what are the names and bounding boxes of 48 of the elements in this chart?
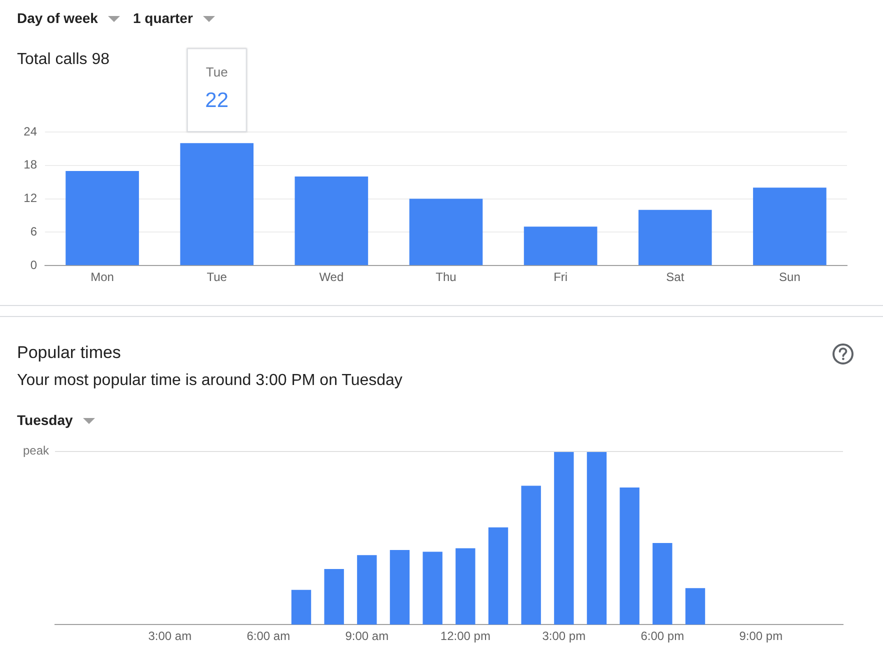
text: Tuesday — [17, 412, 73, 428]
x-tick-label: 6:00 pm — [640, 629, 684, 644]
chart-title: Total calls 98 — [17, 51, 110, 69]
bar — [409, 198, 483, 266]
x-tick-label: 9:00 pm — [739, 629, 783, 644]
x-tick-label: 3:00 pm — [542, 629, 586, 644]
x-tick-label: Sun — [779, 270, 800, 284]
bar — [66, 170, 139, 266]
annotation: 22 — [205, 88, 229, 112]
bar — [685, 588, 706, 625]
bar — [753, 188, 826, 266]
y-tick-label: 0 — [30, 258, 38, 272]
bar — [620, 487, 640, 625]
bar — [554, 451, 574, 625]
y-tick-label: 18 — [24, 158, 38, 172]
bar — [456, 548, 476, 625]
ref-line-label: peak — [22, 443, 50, 458]
bar — [357, 555, 377, 625]
x-tick-label: 12:00 pm — [440, 629, 490, 644]
bar — [521, 486, 541, 625]
x-tick-label: Mon — [90, 270, 114, 284]
bar — [422, 552, 442, 625]
bar — [652, 543, 672, 625]
bar — [324, 569, 344, 625]
x-tick-label: 3:00 am — [148, 629, 192, 644]
bar — [638, 210, 712, 266]
y-tick-label: 6 — [30, 224, 38, 239]
y-tick-label: 24 — [24, 124, 38, 138]
text: Day of week — [17, 10, 98, 26]
chart-title: Popular times — [17, 343, 121, 363]
bar — [524, 226, 598, 266]
x-tick-label: Sat — [666, 270, 685, 284]
text: 1 quarter — [133, 10, 193, 26]
x-tick-label: 9:00 am — [345, 629, 389, 644]
x-tick-label: 6:00 am — [246, 629, 290, 644]
x-tick-label: Tue — [206, 270, 228, 284]
x-tick-label: Thu — [436, 270, 456, 284]
y-tick-label: 12 — [24, 191, 38, 206]
x-tick-label: Wed — [319, 270, 344, 284]
bar — [586, 451, 607, 625]
bar — [488, 527, 508, 625]
bar — [390, 550, 410, 625]
chart-subtitle: Your most popular time is around 3:00 PM on Tuesday — [17, 372, 402, 390]
category-label: Tue — [206, 64, 228, 80]
x-tick-label: Fri — [554, 270, 568, 284]
bar — [294, 176, 368, 266]
bar — [291, 590, 312, 625]
bar — [180, 143, 254, 266]
